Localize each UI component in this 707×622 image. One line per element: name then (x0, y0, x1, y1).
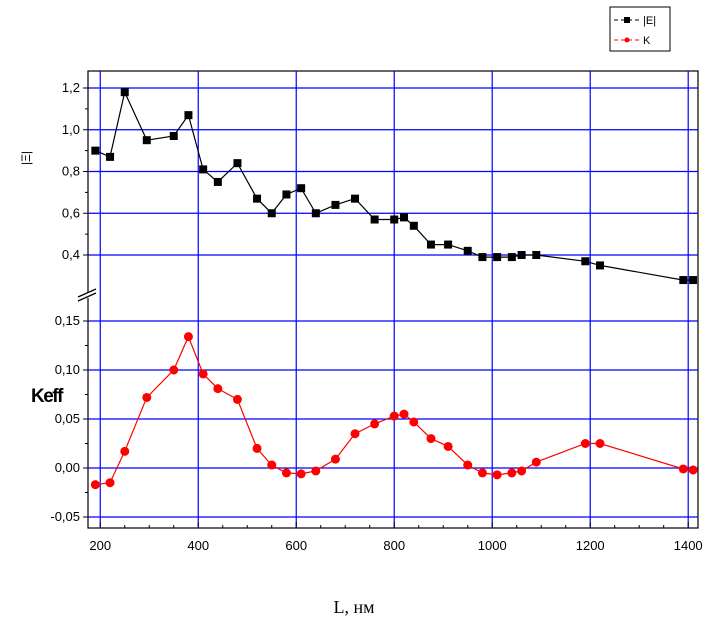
data-point (507, 468, 517, 478)
x-tick-label: 200 (89, 538, 111, 553)
data-point (426, 240, 435, 249)
data-point (213, 384, 223, 394)
data-point (399, 409, 409, 419)
data-point (400, 213, 409, 222)
legend-entry-e: |E| (614, 15, 656, 27)
data-point (688, 465, 698, 475)
data-point (444, 240, 453, 249)
data-point (183, 332, 193, 342)
legend-entry-k: K (614, 35, 651, 47)
data-point (517, 251, 526, 259)
x-tick-label: 1400 (674, 538, 703, 553)
data-point (120, 88, 129, 97)
data-point (463, 460, 473, 470)
y-tick-label: 0,8 (62, 164, 80, 179)
data-point (297, 184, 306, 193)
legend: |E| K (609, 6, 671, 52)
y-tick-label: 0,00 (55, 460, 80, 475)
data-point (213, 177, 222, 186)
data-point (492, 470, 502, 480)
data-point (370, 215, 379, 224)
data-point (169, 365, 179, 375)
data-point (478, 253, 487, 262)
x-tick-label: 600 (285, 538, 307, 553)
data-point (493, 253, 502, 262)
data-point (282, 190, 291, 199)
lower-y-axis-title: Keff (31, 386, 64, 407)
y-tick-label: -0,05 (50, 509, 80, 524)
data-point (531, 457, 541, 467)
y-tick-label: 0,4 (62, 247, 80, 262)
data-point (678, 464, 688, 474)
x-axis-title: L, нм (333, 597, 374, 617)
data-point (596, 261, 605, 270)
data-point (330, 454, 340, 464)
data-point (267, 460, 277, 470)
data-point (507, 253, 516, 262)
data-point (409, 221, 418, 230)
legend-label-e: |E| (643, 15, 656, 27)
data-point (679, 276, 688, 285)
data-point (232, 394, 242, 404)
data-point (350, 429, 360, 439)
axis-break-mark (77, 288, 97, 302)
data-point (595, 439, 605, 448)
data-point (390, 215, 399, 224)
data-point (198, 369, 208, 379)
data-point (233, 159, 242, 168)
data-point (142, 392, 152, 402)
data-point (689, 276, 698, 285)
data-point (106, 152, 115, 161)
data-point (532, 251, 541, 259)
legend-box (609, 6, 671, 52)
x-tick-label: 800 (383, 538, 405, 553)
data-point (184, 111, 193, 120)
data-point (199, 165, 208, 174)
data-point (120, 446, 130, 456)
data-point (409, 417, 419, 427)
data-point (331, 200, 340, 209)
data-point (426, 434, 436, 444)
data-point (311, 209, 320, 218)
data-point (463, 246, 472, 255)
data-point (311, 466, 321, 476)
data-point (581, 257, 590, 266)
data-point (517, 466, 527, 476)
x-tick-label: 1000 (478, 538, 507, 553)
y-tick-label: 1,2 (62, 80, 80, 95)
axis-break-gap (84, 292, 92, 298)
plot-frame (87, 70, 699, 529)
data-point (370, 419, 380, 429)
y-tick-label: 0,6 (62, 205, 80, 220)
data-point (90, 480, 100, 490)
data-point (91, 146, 100, 155)
axes: 200 400 600 800 1000 1200 1400 0,4 0,6 0,8 1,0 1,2 -… (50, 80, 702, 553)
data-point (296, 469, 306, 479)
data-point (105, 478, 115, 488)
y-tick-label: 1,0 (62, 122, 80, 137)
y-tick-label: 0,05 (55, 411, 80, 426)
upper-y-axis-title: |Ξ| (19, 151, 33, 165)
data-point (351, 194, 360, 203)
x-tick-label: 1200 (576, 538, 605, 553)
data-point (281, 468, 291, 478)
data-point (142, 136, 151, 145)
legend-label-k: K (643, 35, 651, 47)
y-tick-label: 0,15 (55, 313, 80, 328)
gridlines (88, 71, 698, 528)
y-tick-label: 0,10 (55, 362, 80, 377)
data-point (169, 132, 178, 141)
data-point (477, 468, 487, 478)
data-point (443, 441, 453, 451)
data-point (253, 194, 262, 203)
plot-series (90, 88, 698, 490)
data-point (252, 443, 262, 453)
data-point (389, 411, 399, 421)
x-tick-label: 400 (187, 538, 209, 553)
data-point (267, 209, 276, 218)
data-point (580, 439, 590, 448)
